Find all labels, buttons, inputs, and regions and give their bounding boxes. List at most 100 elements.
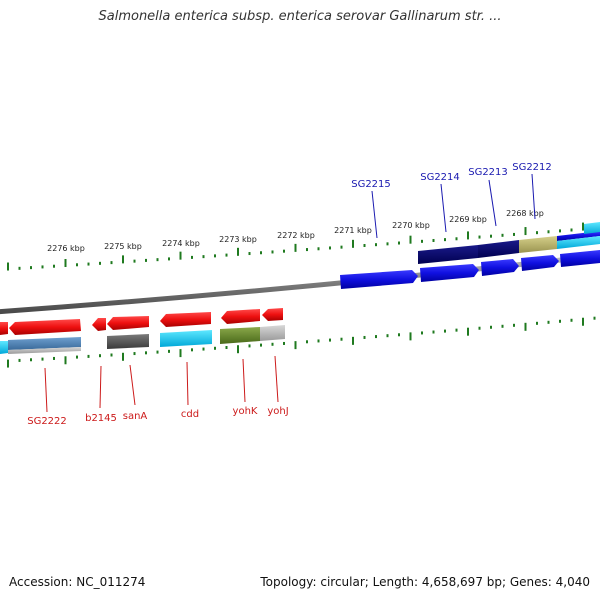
gene-label-b2145[interactable]: b2145 (85, 413, 117, 424)
gene-block[interactable] (478, 240, 519, 258)
genome-backbone (0, 253, 600, 315)
gene-block[interactable] (160, 330, 212, 347)
minor-tick (271, 342, 274, 346)
minor-tick (490, 234, 492, 238)
minor-tick (536, 231, 538, 235)
tick-label-2271: 2271 kbp (334, 226, 372, 235)
leader-line (186, 361, 189, 406)
gene-label-sg2215[interactable]: SG2215 (351, 179, 391, 190)
gene-block[interactable] (557, 231, 600, 241)
minor-tick (214, 346, 216, 350)
gene-label-cdd[interactable]: cdd (181, 409, 199, 420)
gene-block[interactable] (107, 334, 149, 349)
major-tick (7, 262, 9, 271)
major-tick (467, 231, 469, 240)
gene-arrow[interactable] (221, 309, 260, 324)
gene-arrow[interactable] (9, 319, 81, 335)
leader-line (99, 365, 102, 409)
gene-arrow[interactable] (420, 264, 479, 282)
gene-arrow[interactable] (481, 259, 519, 276)
minor-tick (41, 265, 44, 269)
minor-tick (133, 259, 136, 263)
major-tick (237, 345, 239, 354)
genome-summary-text: Topology: circular; Length: 4,658,697 bp… (260, 575, 590, 589)
forward-gene-band (340, 250, 600, 289)
map-title: Salmonella enterica subsp. enterica sero… (98, 9, 502, 24)
gene-block[interactable] (8, 347, 81, 354)
minor-tick (133, 352, 136, 356)
tick-label-2269: 2269 kbp (449, 215, 487, 224)
minor-tick (283, 249, 285, 253)
gene-arrow[interactable] (262, 308, 283, 321)
major-tick (524, 322, 527, 331)
accession-text: Accession: NC_011274 (9, 575, 146, 589)
leader-line (440, 183, 447, 233)
minor-tick (248, 252, 251, 256)
gene-arrow[interactable] (92, 318, 106, 331)
minor-tick (260, 343, 262, 347)
minor-tick (363, 244, 366, 248)
gene-block[interactable] (519, 236, 557, 253)
gene-arrow[interactable] (521, 255, 559, 271)
minor-tick (363, 335, 366, 339)
major-tick (294, 341, 297, 350)
minor-tick (156, 350, 159, 354)
minor-tick (225, 253, 228, 257)
gene-label-sg2214[interactable]: SG2214 (420, 172, 460, 183)
minor-tick (214, 254, 216, 258)
minor-tick (87, 354, 90, 358)
minor-tick (501, 324, 504, 328)
minor-tick (306, 248, 308, 252)
gene-block[interactable] (584, 222, 600, 234)
gene-label-yohj[interactable]: yohJ (267, 406, 288, 417)
gene-arrow[interactable] (107, 316, 149, 330)
leader-line (274, 355, 279, 403)
minor-tick (110, 353, 113, 357)
gene-label-sana[interactable]: sanA (123, 411, 148, 422)
minor-tick (329, 338, 331, 342)
minor-tick (53, 356, 55, 360)
major-tick (582, 222, 584, 231)
leader-line (371, 190, 378, 239)
minor-tick (156, 258, 159, 262)
minor-tick (478, 235, 481, 239)
gene-block[interactable] (0, 341, 8, 354)
minor-tick (478, 326, 481, 330)
gene-block[interactable] (418, 245, 478, 264)
minor-tick (283, 341, 285, 345)
gene-block[interactable] (260, 325, 285, 341)
minor-tick (317, 339, 320, 343)
gene-label-sg2213[interactable]: SG2213 (468, 167, 508, 178)
gene-arrow[interactable] (340, 270, 418, 289)
minor-tick (306, 340, 308, 344)
minor-tick (501, 233, 504, 237)
minor-tick (168, 349, 170, 353)
minor-tick (225, 346, 228, 350)
major-tick (122, 352, 124, 361)
gene-label-sg2212[interactable]: SG2212 (512, 162, 552, 173)
gene-block[interactable] (220, 327, 260, 344)
minor-tick (145, 351, 147, 355)
minor-tick (386, 334, 389, 338)
minor-tick (87, 262, 90, 266)
gene-block[interactable] (557, 236, 600, 249)
major-tick (409, 235, 412, 244)
gene-arrow[interactable] (560, 250, 600, 267)
gene-arrow[interactable] (0, 322, 8, 335)
minor-tick (145, 258, 147, 262)
minor-tick (375, 243, 377, 247)
minor-tick (513, 232, 515, 236)
major-tick (64, 259, 67, 268)
major-tick (352, 336, 354, 345)
major-tick (409, 332, 412, 341)
minor-tick (30, 266, 32, 270)
minor-tick (593, 316, 596, 320)
gene-block[interactable] (8, 337, 81, 350)
minor-tick (340, 245, 343, 249)
gene-label-yohk[interactable]: yohK (233, 406, 258, 417)
gene-arrow[interactable] (160, 312, 211, 327)
minor-tick (421, 331, 423, 335)
major-tick (237, 247, 239, 256)
gene-label-sg2222[interactable]: SG2222 (27, 416, 67, 427)
